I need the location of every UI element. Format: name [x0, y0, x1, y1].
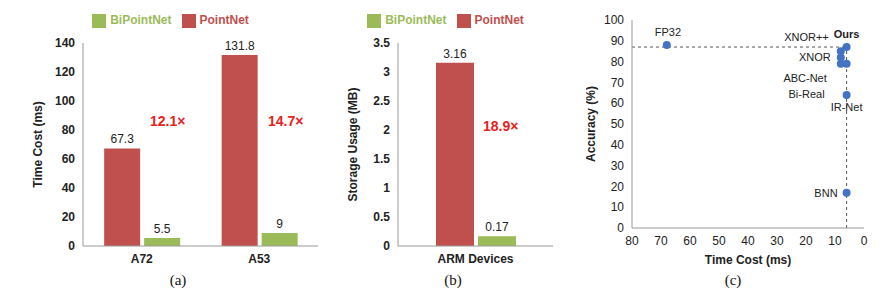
svg-text:A53: A53	[248, 252, 270, 266]
svg-text:67.3: 67.3	[110, 132, 134, 146]
svg-text:40: 40	[62, 181, 76, 195]
svg-text:40: 40	[741, 234, 755, 248]
svg-text:ARM Devices: ARM Devices	[437, 252, 513, 266]
svg-text:3.5: 3.5	[373, 36, 390, 50]
svg-text:3: 3	[383, 65, 390, 79]
svg-text:0: 0	[861, 234, 868, 248]
svg-text:30: 30	[611, 159, 625, 173]
html-text:(a): (a)	[169, 272, 187, 288]
svg-text:BNN: BNN	[814, 187, 837, 199]
svg-text:80: 80	[62, 123, 76, 137]
svg-text:60: 60	[62, 152, 76, 166]
svg-text:20: 20	[611, 180, 625, 194]
svg-text:Time Cost (ms): Time Cost (ms)	[705, 253, 791, 267]
svg-text:0.5: 0.5	[373, 210, 390, 224]
svg-text:30: 30	[770, 234, 784, 248]
svg-text:5.5: 5.5	[154, 222, 171, 236]
html-text:14.7×: 14.7×	[268, 113, 304, 129]
svg-text:3.16: 3.16	[443, 47, 467, 61]
svg-text:XNOR: XNOR	[799, 51, 831, 63]
svg-text:0: 0	[68, 239, 75, 253]
svg-text:70: 70	[654, 234, 668, 248]
svg-text:50: 50	[611, 117, 625, 131]
svg-text:9: 9	[276, 217, 283, 231]
svg-text:131.8: 131.8	[225, 39, 255, 53]
svg-text:10: 10	[828, 234, 842, 248]
svg-text:70: 70	[611, 76, 625, 90]
svg-text:Accuracy (%): Accuracy (%)	[586, 86, 598, 162]
svg-text:20: 20	[799, 234, 813, 248]
html-text:(b): (b)	[444, 272, 462, 288]
html-text:BiPointNet: BiPointNet	[110, 13, 172, 27]
svg-text:80: 80	[625, 234, 639, 248]
svg-text:FP32: FP32	[655, 26, 681, 38]
svg-text:40: 40	[611, 138, 625, 152]
svg-text:20: 20	[62, 210, 76, 224]
svg-text:2.5: 2.5	[373, 94, 390, 108]
html-text:PointNet: PointNet	[199, 13, 249, 27]
svg-text:1: 1	[383, 181, 390, 195]
html-text:12.1×: 12.1×	[150, 113, 186, 129]
svg-text:XNOR++: XNOR++	[784, 31, 829, 43]
svg-text:100: 100	[55, 94, 75, 108]
svg-text:IR-Net: IR-Net	[831, 101, 863, 113]
svg-text:Time Cost (ms): Time Cost (ms)	[31, 101, 45, 187]
svg-text:A72: A72	[131, 252, 153, 266]
svg-text:50: 50	[712, 234, 726, 248]
svg-text:90: 90	[611, 34, 625, 48]
svg-text:1.5: 1.5	[373, 152, 390, 166]
html-text:BiPointNet: BiPointNet	[385, 13, 447, 27]
svg-text:60: 60	[611, 96, 625, 110]
svg-text:0.17: 0.17	[485, 220, 509, 234]
svg-text:Storage Usage (MB): Storage Usage (MB)	[346, 87, 360, 201]
svg-text:120: 120	[55, 65, 75, 79]
svg-text:140: 140	[55, 36, 75, 50]
svg-text:80: 80	[611, 55, 625, 69]
html-text:(c): (c)	[724, 272, 742, 288]
svg-text:Bi-Real: Bi-Real	[789, 88, 825, 100]
svg-text:ABC-Net: ABC-Net	[783, 72, 826, 84]
svg-text:0: 0	[617, 221, 624, 235]
html-text:PointNet: PointNet	[474, 13, 524, 27]
svg-text:60: 60	[683, 234, 697, 248]
html-text:18.9×: 18.9×	[483, 118, 519, 134]
svg-text:100: 100	[604, 13, 624, 27]
svg-text:10: 10	[611, 200, 625, 214]
svg-text:0: 0	[383, 239, 390, 253]
svg-text:Ours: Ours	[834, 28, 860, 40]
svg-text:2: 2	[383, 123, 390, 137]
